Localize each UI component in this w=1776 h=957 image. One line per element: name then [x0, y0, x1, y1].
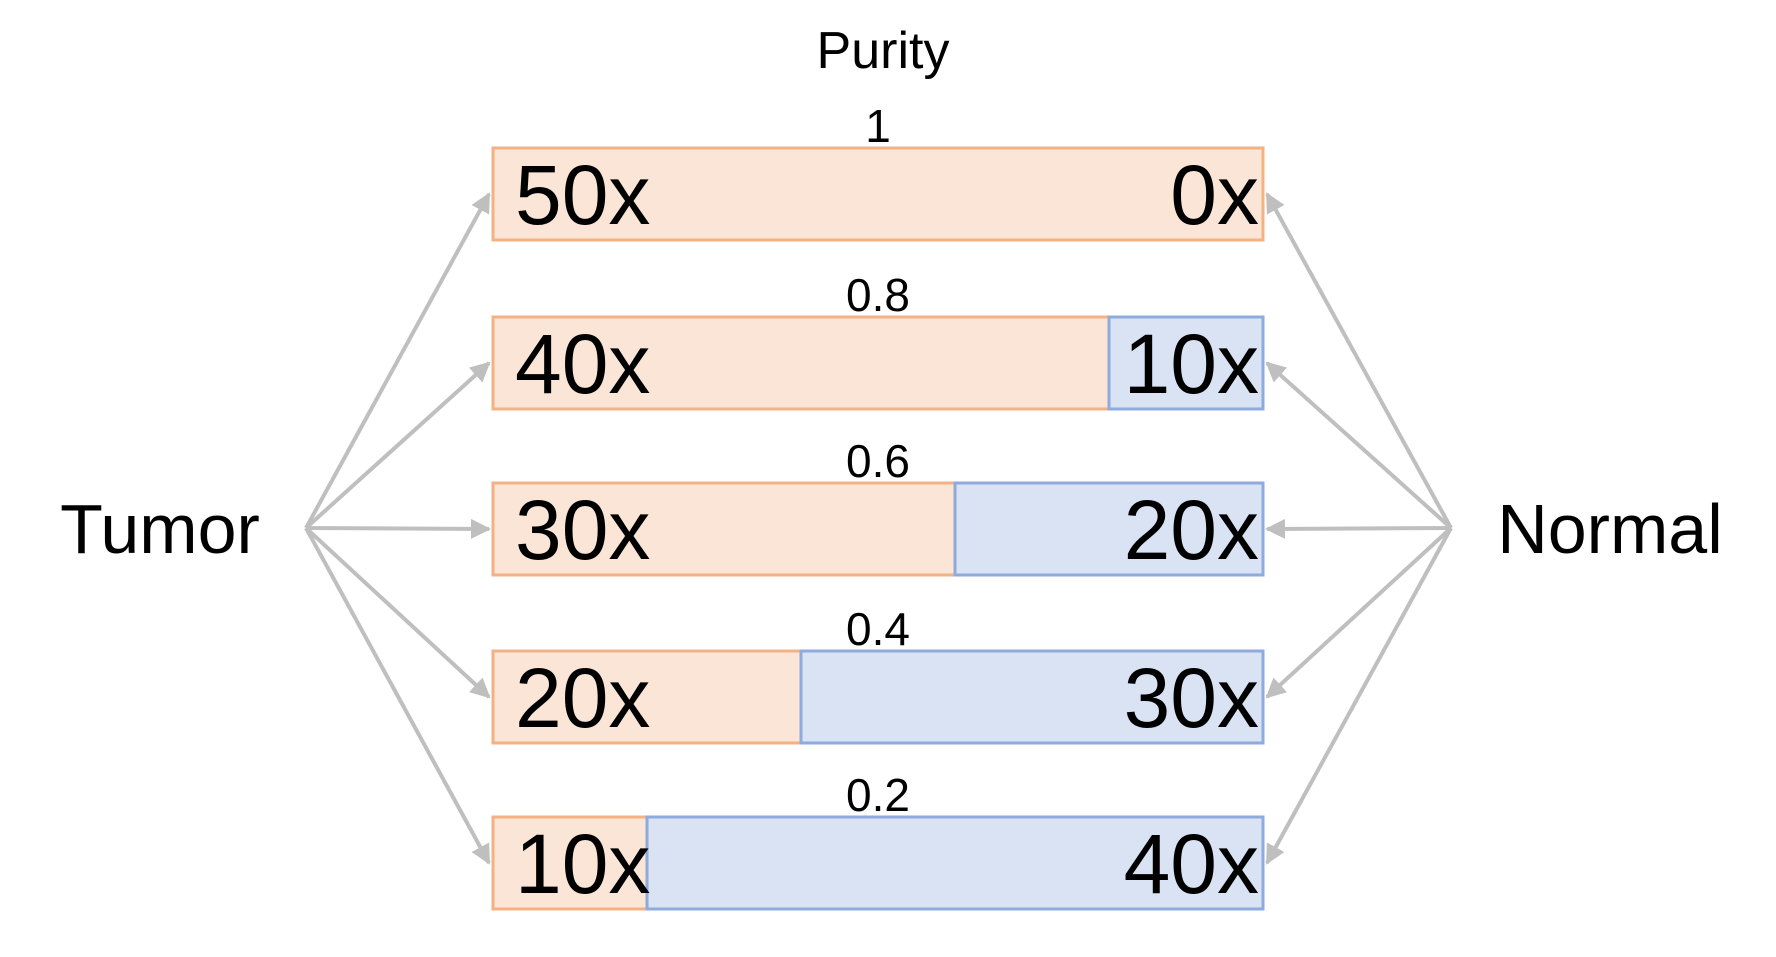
normal-label: Normal [1497, 490, 1723, 568]
coverage-rows: 1 50x 0x 0.8 40x 10x 0.6 30x 20x 0.4 20x 30x 0.2 10x 4… [491, 100, 1265, 911]
tumor-arrow [305, 518, 491, 539]
purity-value: 0.6 [846, 435, 910, 487]
normal-arrow [1265, 518, 1452, 539]
coverage-row: 0.2 10x 40x [491, 769, 1265, 911]
normal-arrow [1265, 361, 1453, 530]
normal-segment [953, 481, 1265, 577]
normal-segment [1107, 315, 1265, 411]
purity-value: 0.4 [846, 603, 910, 655]
coverage-row: 0.4 20x 30x [491, 603, 1265, 745]
normal-arrow [1265, 527, 1453, 865]
tumor-arrow [304, 192, 491, 529]
tumor-coverage-label: 40x [515, 317, 650, 411]
tumor-arrow [304, 361, 491, 530]
normal-segment [799, 649, 1265, 745]
normal-arrow [1265, 192, 1453, 529]
normal-segment [645, 815, 1265, 911]
coverage-row: 0.8 40x 10x [491, 269, 1265, 411]
tumor-coverage-label: 30x [515, 483, 650, 577]
tumor-coverage-label: 50x [515, 148, 650, 242]
tumor-segment [491, 481, 957, 577]
tumor-arrow [304, 526, 491, 699]
tumor-segment [491, 649, 803, 745]
purity-value: 1 [865, 100, 891, 152]
purity-value: 0.8 [846, 269, 910, 321]
tumor-segment [491, 815, 649, 911]
diagram-title: Purity [817, 22, 950, 80]
normal-coverage-label: 30x [1124, 651, 1259, 745]
tumor-coverage-label: 10x [515, 817, 650, 911]
normal-coverage-label: 0x [1170, 148, 1259, 242]
normal-coverage-label: 20x [1124, 483, 1259, 577]
purity-value: 0.2 [846, 769, 910, 821]
normal-coverage-label: 40x [1124, 817, 1259, 911]
tumor-label: Tumor [60, 490, 260, 568]
tumor-segment [491, 146, 1265, 242]
tumor-arrow [304, 527, 491, 865]
coverage-row: 0.6 30x 20x [491, 435, 1265, 577]
normal-arrow [1265, 526, 1453, 699]
normal-coverage-label: 10x [1124, 317, 1259, 411]
tumor-coverage-label: 20x [515, 651, 650, 745]
coverage-row: 1 50x 0x [491, 100, 1265, 242]
arrows-layer [304, 192, 1453, 865]
tumor-segment [491, 315, 1111, 411]
